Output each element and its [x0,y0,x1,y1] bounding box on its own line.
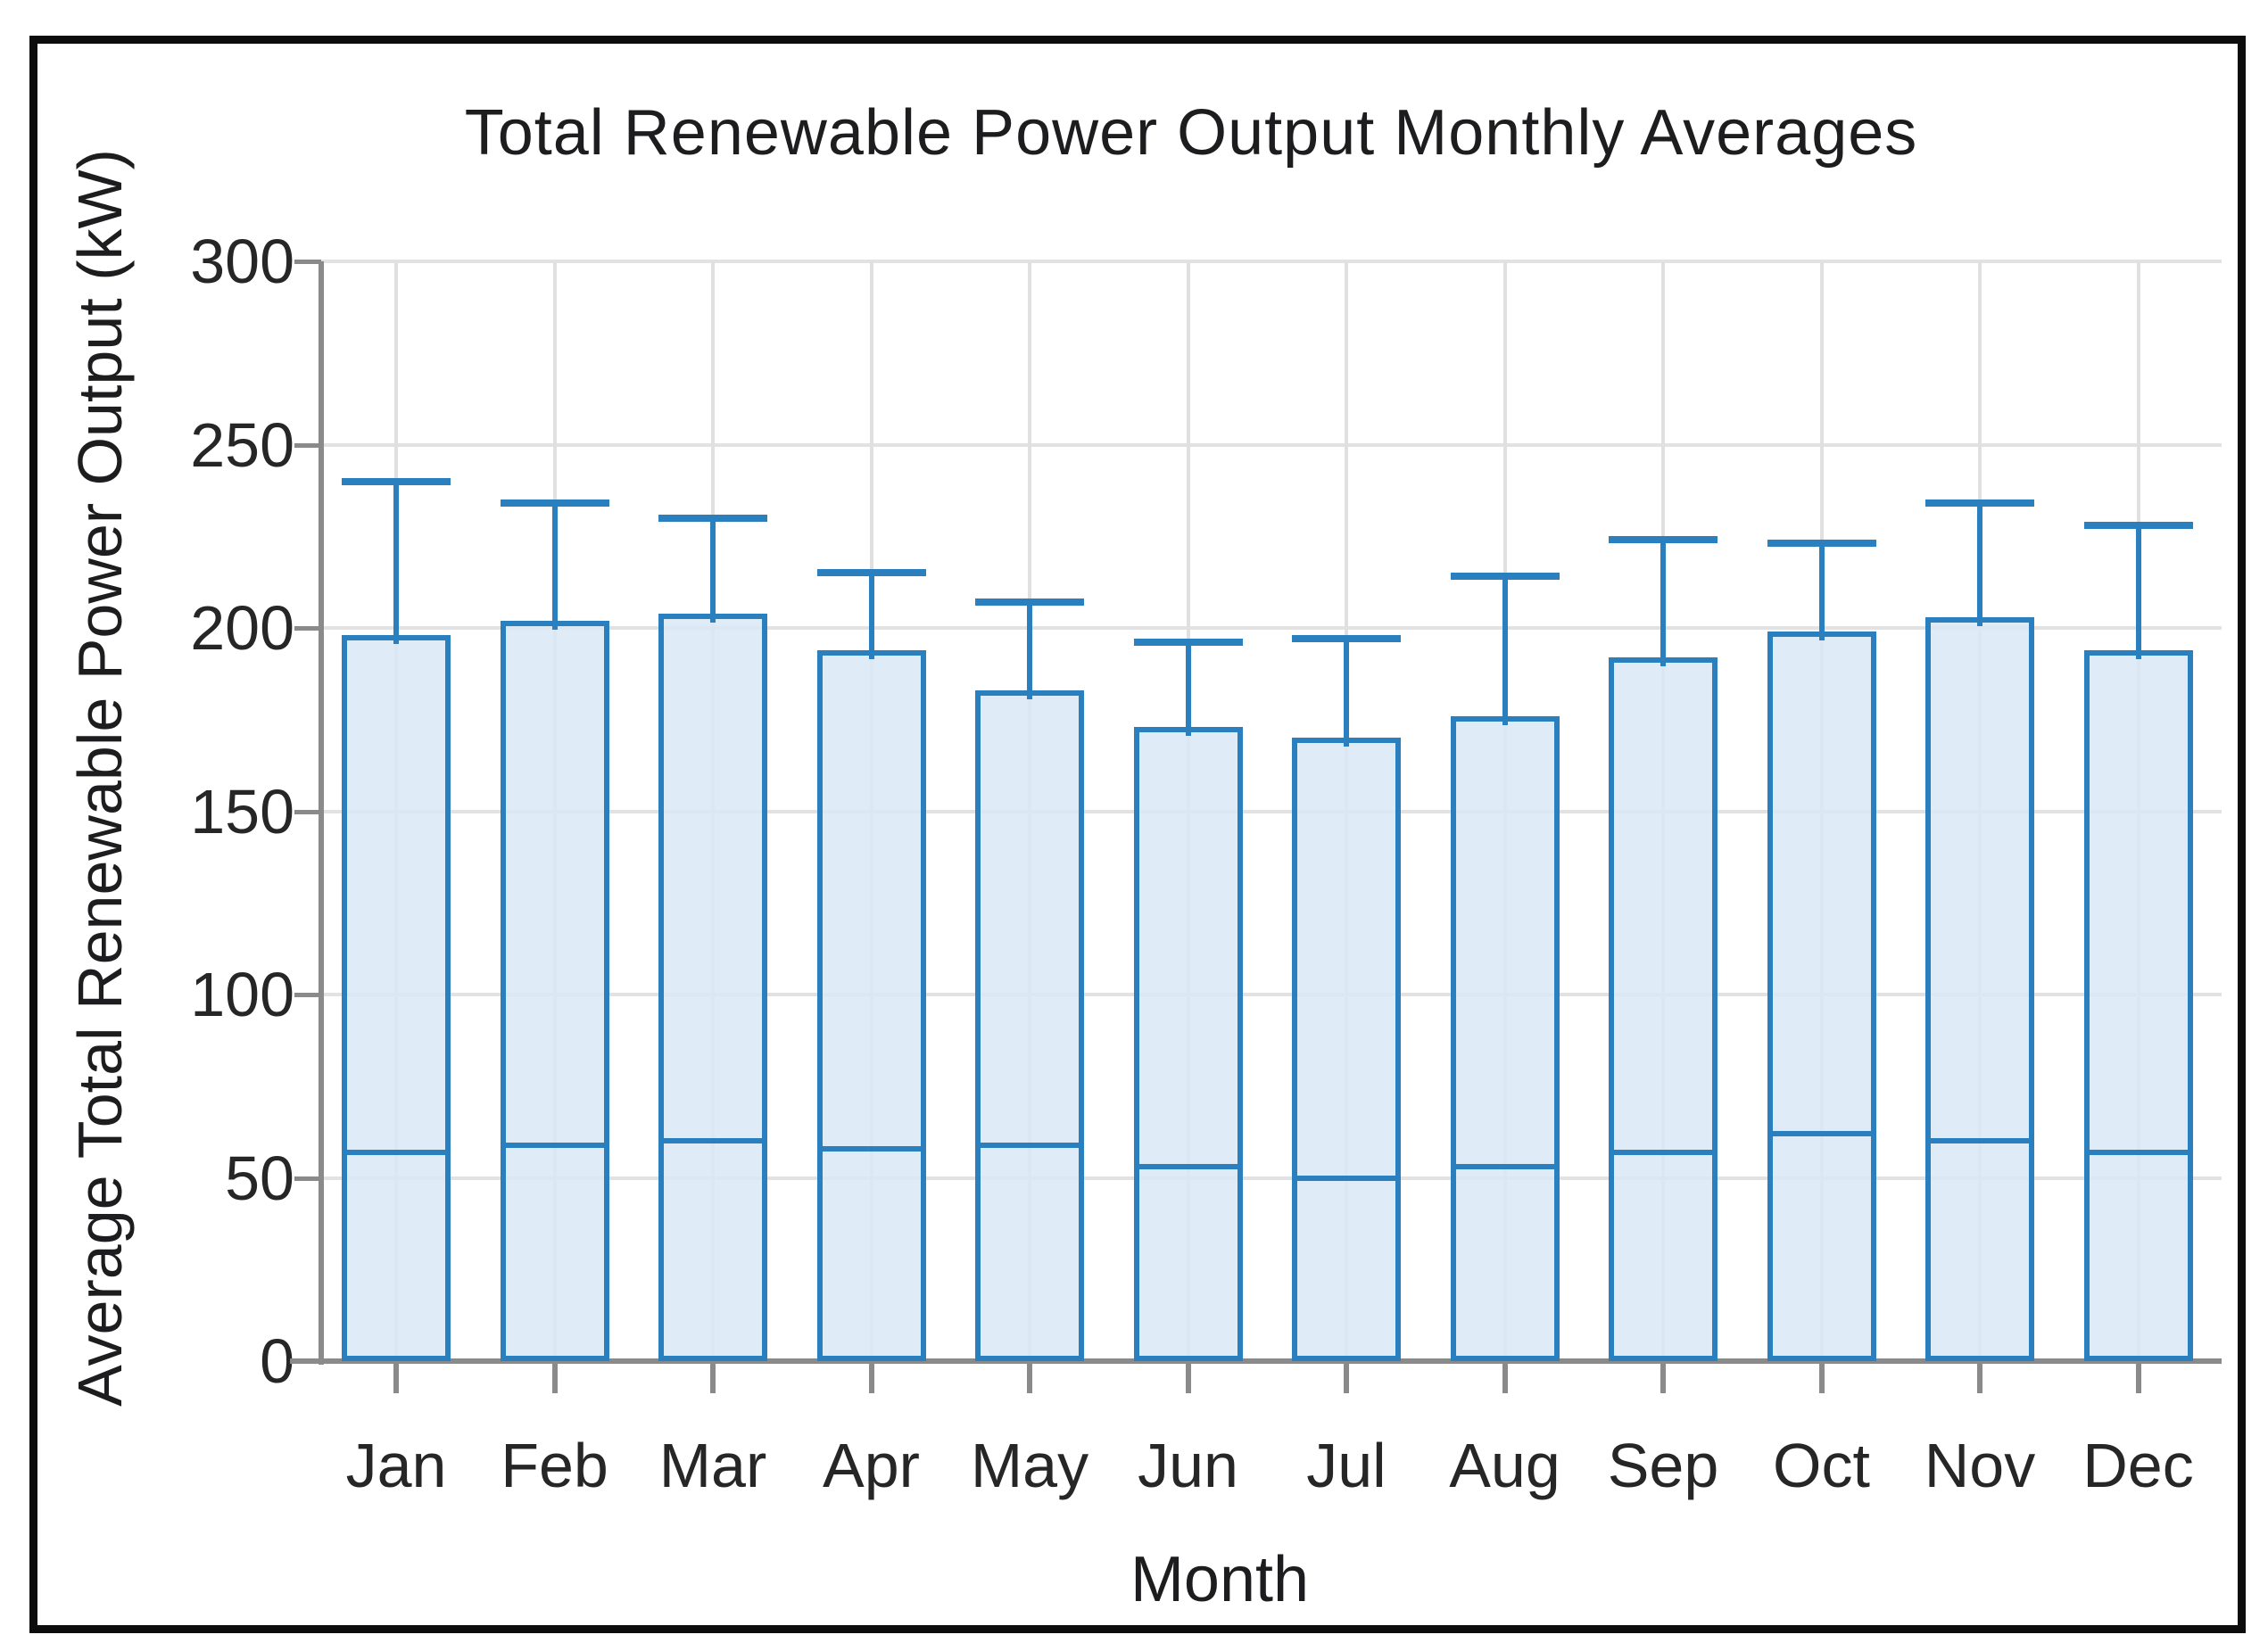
bar-inner-line-aug [1455,1164,1554,1170]
x-tick-label-apr: Apr [823,1431,920,1500]
error-whisker-sep [1660,540,1666,666]
bar-inner-line-may [981,1142,1079,1148]
x-tick-jan [393,1361,399,1393]
y-axis-line [319,261,324,1365]
x-axis-line [290,1358,2222,1364]
bar-inner-line-apr [822,1145,921,1152]
x-tick-mar [710,1361,716,1393]
x-tick-label-feb: Feb [501,1431,608,1500]
error-cap-sep [1609,536,1718,544]
error-whisker-mar [710,517,716,623]
y-tick-label-50: 50 [225,1143,294,1213]
x-tick-sep [1660,1361,1666,1393]
chart-title: Total Renewable Power Output Monthly Ave… [464,97,1918,169]
error-cap-jan [342,477,451,485]
y-tick-300 [294,260,321,264]
bar-jun [1133,726,1243,1361]
x-tick-label-sep: Sep [1607,1431,1719,1500]
bar-inner-line-jun [1138,1164,1237,1170]
bar-nov [1925,616,2034,1361]
x-tick-label-jul: Jul [1306,1431,1386,1500]
error-cap-jul [1292,635,1401,643]
error-whisker-apr [868,573,874,659]
bar-inner-line-oct [1772,1131,1871,1137]
bar-oct [1767,632,1876,1361]
h-gridline-50 [321,1176,2222,1180]
error-whisker-aug [1502,576,1508,725]
y-tick-100 [294,993,321,997]
y-tick-label-250: 250 [190,409,294,480]
h-gridline-100 [321,993,2222,996]
bar-jul [1292,738,1401,1361]
bar-inner-line-feb [505,1142,604,1148]
error-whisker-dec [2135,524,2141,659]
x-tick-label-dec: Dec [2082,1431,2194,1500]
x-tick-jul [1344,1361,1349,1393]
error-cap-nov [1925,499,2034,508]
bar-inner-line-mar [664,1138,762,1144]
bar-inner-line-jan [347,1149,445,1155]
error-whisker-nov [1977,503,1982,626]
error-cap-apr [816,569,926,577]
bar-jan [342,635,451,1361]
h-gridline-200 [321,626,2222,630]
bar-aug [1450,715,1560,1361]
error-whisker-jul [1344,639,1349,747]
y-tick-250 [294,442,321,448]
x-tick-aug [1502,1361,1508,1393]
bar-apr [816,649,926,1361]
x-tick-nov [1977,1361,1982,1393]
error-whisker-oct [1818,543,1825,641]
x-tick-label-jun: Jun [1138,1431,1238,1500]
bar-inner-line-jul [1297,1175,1395,1181]
h-gridline-300 [321,260,2222,263]
error-whisker-jun [1185,642,1191,736]
error-cap-oct [1767,540,1876,548]
x-axis-label: Month [1130,1544,1310,1615]
y-tick-label-100: 100 [190,960,294,1029]
error-cap-aug [1450,573,1560,581]
y-tick-label-150: 150 [190,776,294,846]
x-tick-label-jan: Jan [345,1431,447,1500]
error-cap-jun [1133,639,1243,647]
bar-may [975,689,1084,1361]
x-tick-apr [868,1361,874,1393]
x-tick-label-nov: Nov [1924,1431,2036,1500]
x-tick-label-may: May [970,1431,1089,1500]
x-tick-jun [1185,1361,1191,1393]
y-tick-200 [294,626,321,631]
y-tick-150 [294,809,321,814]
y-tick-label-200: 200 [190,593,294,663]
y-tick-label-0: 0 [260,1326,294,1396]
error-cap-mar [658,514,767,522]
x-tick-may [1027,1361,1032,1393]
x-tick-feb [551,1361,558,1393]
error-cap-may [975,598,1084,607]
h-gridline-250 [321,442,2222,447]
bar-dec [2083,649,2193,1361]
y-tick-50 [294,1176,321,1181]
error-whisker-jan [393,481,399,645]
x-tick-label-mar: Mar [658,1431,767,1500]
bar-inner-line-sep [1614,1149,1712,1155]
x-tick-label-oct: Oct [1773,1431,1870,1500]
x-tick-dec [2135,1361,2141,1393]
x-tick-label-aug: Aug [1449,1431,1560,1500]
h-gridline-150 [321,809,2222,813]
bar-feb [500,620,609,1361]
y-tick-label-300: 300 [190,227,294,296]
error-whisker-may [1027,602,1032,699]
bar-inner-line-dec [2089,1149,2188,1155]
bar-inner-line-nov [1931,1138,2029,1144]
x-tick-oct [1818,1361,1825,1393]
error-whisker-feb [551,503,558,630]
error-cap-feb [500,499,609,508]
bar-sep [1609,656,1718,1361]
error-cap-dec [2083,521,2193,529]
bar-mar [658,613,767,1361]
